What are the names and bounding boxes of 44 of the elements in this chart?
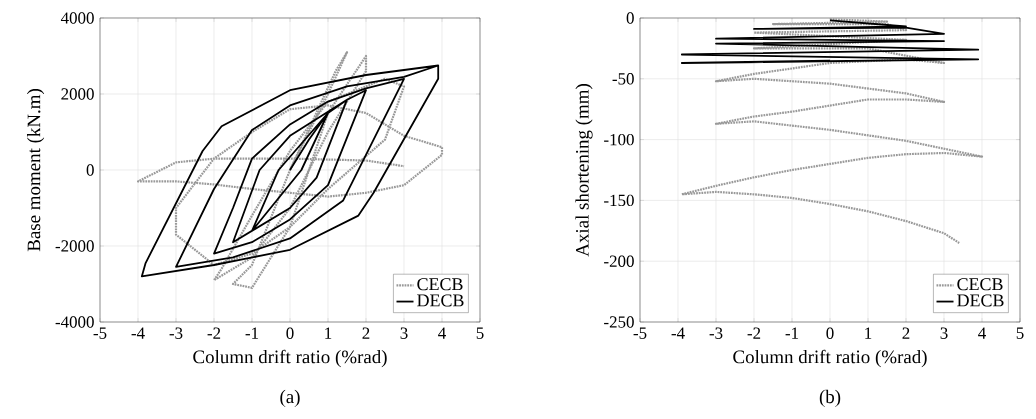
y-tick-label: -250 bbox=[604, 316, 634, 328]
legend-label: CECB bbox=[417, 278, 463, 291]
x-tick-label: -4 bbox=[671, 327, 685, 339]
y-tick-label: 2000 bbox=[61, 88, 94, 100]
y-axis-title: Base moment (kN.m) bbox=[26, 89, 45, 252]
text: (a) bbox=[280, 389, 300, 407]
y-tick-label: -200 bbox=[604, 255, 634, 267]
x-tick-label: -3 bbox=[709, 327, 723, 339]
y-tick-label: -150 bbox=[604, 194, 634, 207]
x-tick-label: -2 bbox=[747, 327, 761, 339]
x-tick-label: 5 bbox=[476, 327, 484, 339]
line-series bbox=[680, 18, 984, 245]
x-tick-label: 2 bbox=[902, 327, 910, 339]
x-tick-label: -1 bbox=[245, 327, 259, 339]
legend-label: DECB bbox=[957, 294, 1004, 307]
x-tick-label: -2 bbox=[207, 327, 221, 339]
x-tick-label: -3 bbox=[169, 327, 183, 339]
x-tick-label: 1 bbox=[325, 327, 332, 339]
x-tick-label: -5 bbox=[633, 327, 647, 339]
legend-label: CECB bbox=[957, 278, 1003, 291]
x-tick-label: 4 bbox=[438, 327, 446, 339]
text: (b) bbox=[819, 389, 841, 407]
y-tick-label: -50 bbox=[612, 73, 634, 85]
y-tick-label: -4000 bbox=[55, 316, 94, 328]
legend-label: DECB bbox=[417, 294, 464, 307]
x-axis-title: Column drift ratio (%rad) bbox=[733, 349, 927, 368]
y-tick-label: 0 bbox=[626, 12, 634, 24]
x-tick-label: 3 bbox=[400, 327, 408, 339]
y-tick-label: 4000 bbox=[60, 12, 94, 24]
y-tick-label: -2000 bbox=[55, 240, 94, 252]
y-axis-title: Axial shortening (mm) bbox=[575, 84, 593, 257]
x-axis-title: Column drift ratio (%rad) bbox=[193, 349, 387, 368]
x-tick-label: 2 bbox=[362, 327, 370, 339]
x-tick-label: -4 bbox=[131, 327, 145, 339]
x-tick-label: -1 bbox=[785, 327, 799, 339]
x-tick-label: -5 bbox=[93, 327, 107, 339]
y-tick-label: 0 bbox=[86, 164, 94, 176]
x-tick-label: 5 bbox=[1016, 327, 1024, 339]
x-tick-label: 0 bbox=[286, 327, 294, 339]
x-tick-label: 0 bbox=[826, 327, 834, 339]
x-tick-label: 3 bbox=[940, 327, 948, 339]
x-tick-label: 4 bbox=[978, 327, 986, 339]
x-tick-label: 1 bbox=[865, 327, 872, 339]
y-tick-label: -100 bbox=[604, 133, 634, 146]
